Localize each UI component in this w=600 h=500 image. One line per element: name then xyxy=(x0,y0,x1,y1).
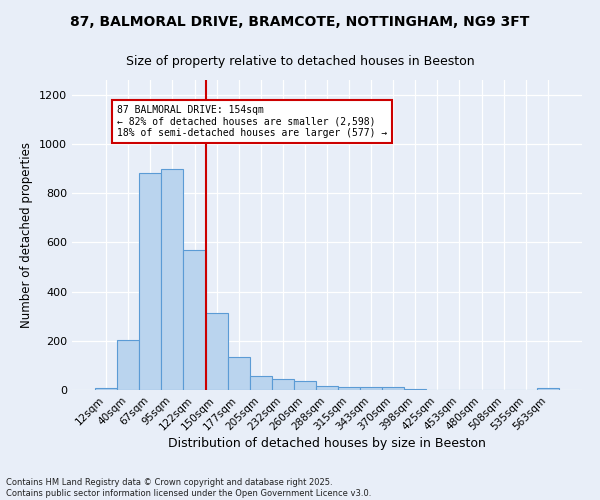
Bar xyxy=(316,386,338,390)
Bar xyxy=(250,376,272,390)
Bar xyxy=(382,387,404,390)
Bar xyxy=(139,174,161,390)
Bar xyxy=(338,387,360,390)
Text: 87 BALMORAL DRIVE: 154sqm
← 82% of detached houses are smaller (2,598)
18% of se: 87 BALMORAL DRIVE: 154sqm ← 82% of detac… xyxy=(117,104,388,138)
Text: Contains HM Land Registry data © Crown copyright and database right 2025.
Contai: Contains HM Land Registry data © Crown c… xyxy=(6,478,371,498)
Bar xyxy=(184,250,206,390)
Bar xyxy=(206,312,227,390)
Bar xyxy=(537,388,559,390)
Bar xyxy=(117,340,139,390)
Bar xyxy=(272,380,294,390)
Bar xyxy=(360,387,382,390)
Bar xyxy=(95,388,117,390)
Bar xyxy=(294,380,316,390)
X-axis label: Distribution of detached houses by size in Beeston: Distribution of detached houses by size … xyxy=(168,438,486,450)
Bar xyxy=(227,357,250,390)
Text: Size of property relative to detached houses in Beeston: Size of property relative to detached ho… xyxy=(125,55,475,68)
Bar xyxy=(404,389,427,390)
Bar xyxy=(161,168,184,390)
Y-axis label: Number of detached properties: Number of detached properties xyxy=(20,142,34,328)
Text: 87, BALMORAL DRIVE, BRAMCOTE, NOTTINGHAM, NG9 3FT: 87, BALMORAL DRIVE, BRAMCOTE, NOTTINGHAM… xyxy=(70,15,530,29)
